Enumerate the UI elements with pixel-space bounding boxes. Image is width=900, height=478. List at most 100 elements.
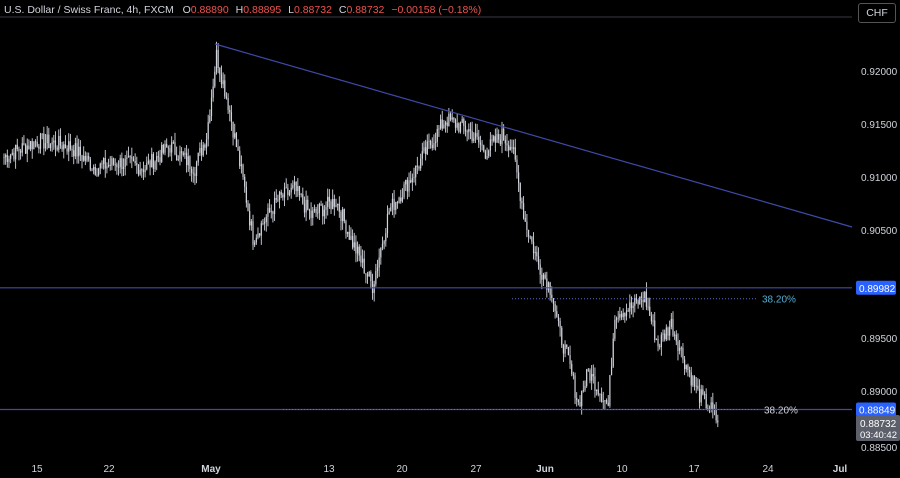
candle-body <box>514 147 516 160</box>
candle-body <box>546 278 548 290</box>
candle-body <box>79 146 81 156</box>
candle-body <box>536 252 538 257</box>
candle-body <box>298 186 301 195</box>
candle-body <box>101 163 103 165</box>
candle-body <box>614 319 616 339</box>
candle-body <box>410 180 412 183</box>
candle-body <box>292 185 294 188</box>
candle-body <box>152 154 154 169</box>
candle-body <box>532 241 535 254</box>
candle-body <box>489 139 491 151</box>
change-value: −0.00158 (−0.18%) <box>391 4 482 16</box>
candle-body <box>476 133 478 137</box>
candle-body <box>371 281 374 293</box>
candle-body <box>488 150 490 157</box>
candle-body <box>435 141 437 144</box>
candle-body <box>634 297 636 306</box>
candle-body <box>586 369 588 387</box>
candle-body <box>466 131 468 133</box>
candle-body <box>245 186 247 203</box>
candle-body <box>630 302 633 309</box>
candle-body <box>680 347 682 349</box>
candle-body <box>194 173 196 176</box>
candle-body <box>56 147 58 150</box>
candle-body <box>665 327 667 340</box>
y-tick-label: 0.88500 <box>861 443 898 454</box>
candle-body <box>438 128 440 130</box>
candle-body <box>503 128 505 140</box>
candle-body <box>21 143 23 153</box>
candle-body <box>93 167 95 170</box>
candle-body <box>10 154 12 159</box>
candle-body <box>24 144 27 154</box>
candle-body <box>227 97 229 110</box>
candle-body <box>83 155 85 161</box>
candle-body <box>111 158 113 166</box>
candle-body <box>322 205 324 217</box>
x-tick-label: Jul <box>833 464 848 475</box>
candle-body <box>122 166 125 170</box>
candle-body <box>212 86 214 98</box>
x-tick-label: May <box>201 464 221 475</box>
candle-body <box>612 338 614 367</box>
level-price-tag <box>856 280 896 295</box>
candle-body <box>511 146 513 149</box>
candle-body <box>66 148 68 152</box>
candle-body <box>655 338 657 340</box>
candle-body <box>86 156 88 161</box>
candle-body <box>383 241 385 244</box>
candle-body <box>219 68 221 75</box>
candle-body <box>199 147 201 153</box>
candle-body <box>209 116 211 123</box>
candle-body <box>363 258 365 274</box>
candle-body <box>207 122 209 140</box>
candle-body <box>328 196 330 202</box>
y-tick-label: 0.91500 <box>861 120 898 131</box>
candle-body <box>225 96 228 98</box>
candle-body <box>562 345 565 354</box>
candle-body <box>415 165 417 178</box>
candle-body <box>459 122 462 132</box>
candle-body <box>712 402 714 410</box>
candle-body <box>31 141 33 150</box>
candle-body <box>18 148 20 152</box>
candle-body <box>16 144 18 149</box>
candle-body <box>58 135 60 150</box>
candle-body <box>396 202 399 204</box>
candle-body <box>571 363 573 375</box>
candle-body <box>267 207 269 217</box>
candle-body <box>237 147 239 151</box>
candle-body <box>69 141 71 149</box>
low-value: 0.88732 <box>293 4 332 16</box>
candle-body <box>338 203 340 212</box>
candle-body <box>478 136 480 143</box>
candle-body <box>627 310 629 312</box>
candle-body <box>312 210 314 218</box>
candle-body <box>114 164 116 166</box>
candle-body <box>521 200 523 204</box>
candle-body <box>278 191 281 200</box>
high-value: 0.88895 <box>243 4 282 16</box>
candle-body <box>378 257 380 268</box>
candle-body <box>106 166 108 169</box>
candle-body <box>698 388 701 403</box>
candle-body <box>640 296 643 300</box>
candle-body <box>381 243 384 249</box>
candle-body <box>564 344 566 354</box>
candle-body <box>68 141 70 152</box>
candle-body <box>11 152 13 155</box>
candle-body <box>496 134 498 143</box>
candle-body <box>649 306 651 316</box>
candle-body <box>43 133 45 149</box>
candle-body <box>527 230 530 237</box>
currency-button[interactable]: CHF <box>858 3 896 23</box>
candle-body <box>96 174 98 176</box>
candle-body <box>131 157 133 159</box>
candle-body <box>461 119 463 123</box>
candle-body <box>386 214 389 234</box>
candle-body <box>295 182 297 192</box>
candle-body <box>439 119 442 129</box>
candle-body <box>494 136 496 143</box>
